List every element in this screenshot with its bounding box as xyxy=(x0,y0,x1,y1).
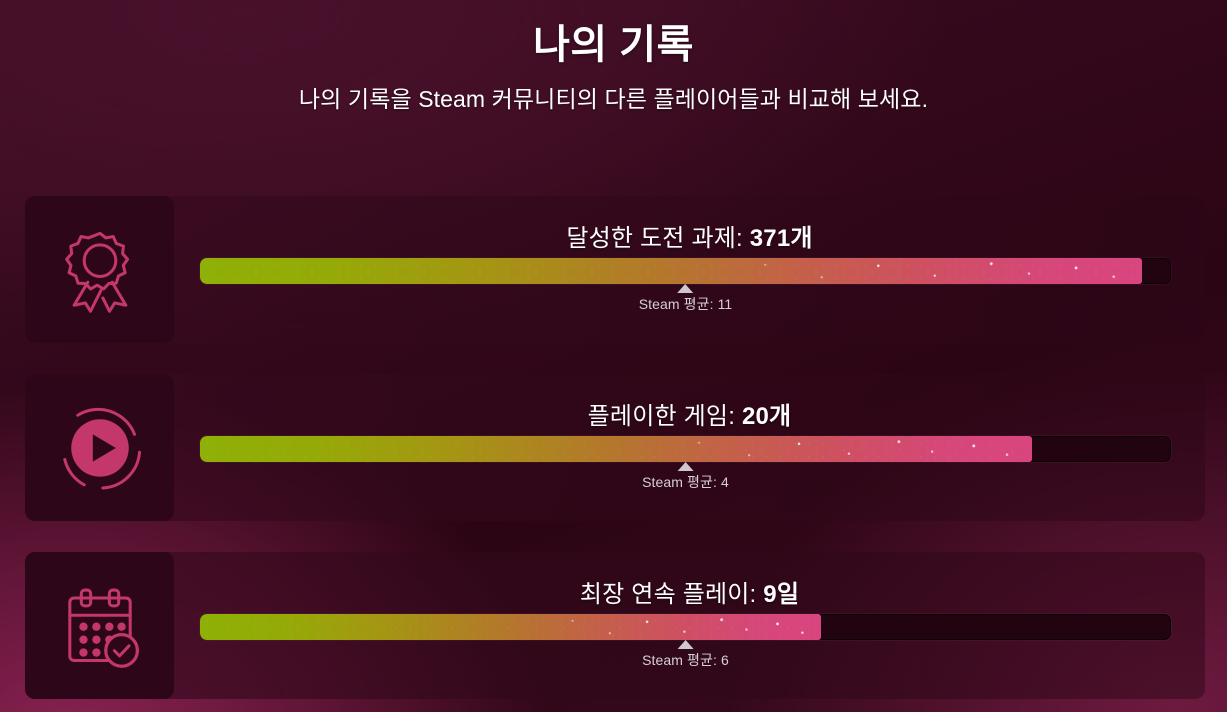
stats-list: 달성한 도전 과제: 371개 Steam 평균: 11 xyxy=(0,196,1227,712)
stat-row: 달성한 도전 과제: 371개 Steam 평균: 11 xyxy=(0,196,1227,343)
average-label: Steam 평균: 11 xyxy=(638,296,733,312)
average-label: Steam 평균: 4 xyxy=(642,474,729,490)
progress-bar-fill xyxy=(200,614,822,640)
stat-row: 최장 연속 플레이: 9일 Steam 평균: 6 xyxy=(0,552,1227,699)
calendar-check-icon xyxy=(67,588,139,668)
progress-bar-fill xyxy=(200,258,1142,284)
stat-label-value: 371개 xyxy=(749,225,813,252)
stat-label-value: 9일 xyxy=(763,581,800,608)
page-header: 나의 기록 나의 기록을 Steam 커뮤니티의 다른 플레이어들과 비교해 보… xyxy=(0,0,1227,114)
average-caret-icon xyxy=(677,640,694,649)
average-label: Steam 평균: 6 xyxy=(642,652,729,668)
progress-bar-track xyxy=(200,258,1171,284)
page-title: 나의 기록 xyxy=(533,23,694,67)
stat-icon-box xyxy=(25,196,174,343)
stat-label-prefix: 플레이한 게임: xyxy=(587,403,742,430)
stat-label: 플레이한 게임: 20개 xyxy=(174,396,1205,431)
stat-label: 달성한 도전 과제: 371개 xyxy=(174,218,1205,253)
average-marker: Steam 평균: 11 xyxy=(639,284,733,314)
stat-row: 플레이한 게임: 20개 Steam 평균: 4 xyxy=(0,374,1227,521)
progress-bar-track xyxy=(200,436,1171,462)
page-subtitle: 나의 기록을 Steam 커뮤니티의 다른 플레이어들과 비교해 보세요. xyxy=(298,86,929,112)
play-circle-icon xyxy=(62,407,141,489)
stat-label: 최장 연속 플레이: 9일 xyxy=(174,574,1205,609)
stat-icon-box xyxy=(25,552,174,699)
stat-icon-box xyxy=(25,374,174,521)
stat-label-prefix: 최장 연속 플레이: xyxy=(579,581,764,608)
average-caret-icon xyxy=(677,462,694,471)
award-ribbon-icon xyxy=(64,231,129,313)
progress-bar-fill xyxy=(200,436,1033,462)
stat-body: 달성한 도전 과제: 371개 Steam 평균: 11 xyxy=(174,196,1205,343)
stat-body: 플레이한 게임: 20개 Steam 평균: 4 xyxy=(174,374,1205,521)
average-caret-icon xyxy=(677,284,694,293)
stat-body: 최장 연속 플레이: 9일 Steam 평균: 6 xyxy=(174,552,1205,699)
stat-label-value: 20개 xyxy=(741,403,792,430)
average-marker: Steam 평균: 6 xyxy=(642,640,729,670)
average-marker: Steam 평균: 4 xyxy=(642,462,729,492)
progress-bar-track xyxy=(200,614,1171,640)
stat-label-prefix: 달성한 도전 과제: xyxy=(566,225,750,252)
